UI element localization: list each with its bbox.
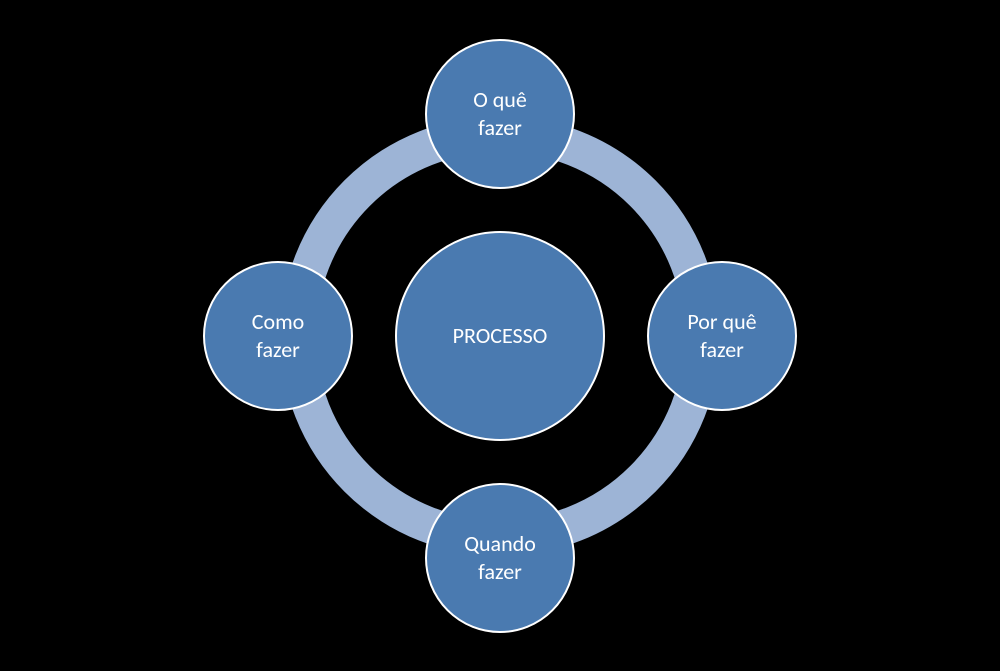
outer-node-left: Como fazer — [203, 261, 353, 411]
outer-node-right: Por quê fazer — [647, 261, 797, 411]
outer-node-bottom-label: Quando fazer — [464, 530, 536, 585]
outer-node-left-label: Como fazer — [252, 308, 305, 363]
outer-node-bottom: Quando fazer — [425, 483, 575, 633]
outer-node-top: O quê fazer — [425, 39, 575, 189]
outer-node-right-label: Por quê fazer — [687, 308, 756, 363]
center-node-label: PROCESSO — [453, 322, 548, 350]
outer-node-top-label: O quê fazer — [473, 86, 527, 141]
center-node: PROCESSO — [395, 231, 605, 441]
radial-cycle-diagram: PROCESSO O quê fazer Por quê fazer Quand… — [200, 36, 800, 636]
